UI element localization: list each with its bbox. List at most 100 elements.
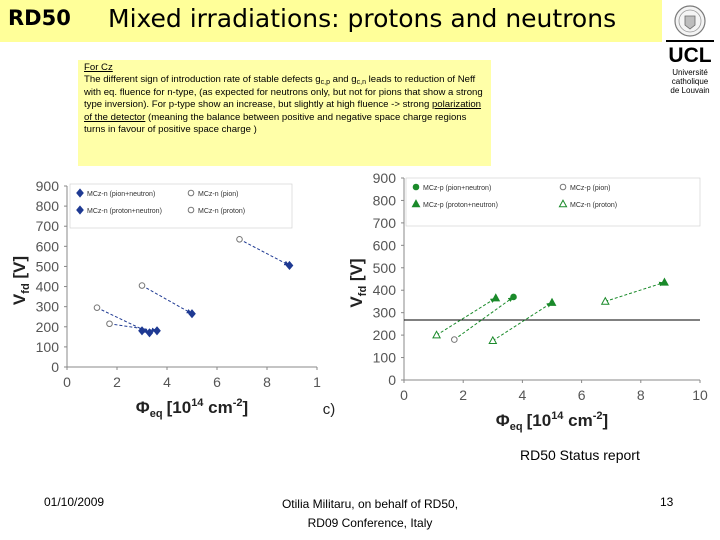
y-tick-label: 300 — [373, 305, 397, 321]
y-axis-title-sub: fd — [20, 283, 32, 293]
x-axis-title-xlabel_symbol: Φ — [496, 411, 510, 430]
footer-date: 01/10/2009 — [44, 495, 105, 509]
y-axis-title-main: V — [347, 296, 366, 308]
legend-label: MCz-n (pion+neutron) — [87, 191, 155, 198]
footer-author-line-2: RD09 Conference, Italy — [307, 516, 433, 530]
data-point — [138, 326, 146, 336]
y-tick-label: 100 — [373, 350, 397, 366]
y-tick-label: 700 — [373, 215, 397, 231]
legend: MCz-p (pion+neutron) MCz-p (pion) MCz-p (p… — [405, 177, 701, 227]
y-tick-label: 700 — [36, 218, 60, 234]
x-tick-label: 0 — [63, 374, 71, 390]
data-point — [510, 293, 517, 301]
legend: MCz-n (pion+neutron) MCz-n (pion) MCz-n (p… — [69, 183, 293, 229]
data-point — [451, 336, 458, 343]
y-tick-label: 100 — [36, 339, 60, 355]
footer-author: Otilia Militaru, on behalf of RD50, RD09… — [200, 495, 540, 533]
y-tick-label: 500 — [36, 258, 60, 274]
trend-arrow — [436, 297, 497, 336]
note-underlined: polarization of the detector — [84, 99, 482, 123]
x-axis-title-xlabel_sub: eq — [510, 421, 523, 433]
legend-marker — [412, 183, 420, 191]
x-tick-label: 1 — [313, 374, 321, 390]
x-tick-label: 4 — [163, 374, 171, 390]
logo-sub-1: Université — [672, 68, 708, 77]
data-point — [188, 309, 196, 319]
y-tick-label: 300 — [36, 299, 60, 315]
page-number: 13 — [660, 495, 674, 509]
logo-ucl-text: UCL — [668, 44, 711, 67]
data-point — [153, 326, 161, 336]
data-point — [547, 297, 557, 306]
x-tick-label: 4 — [519, 387, 527, 403]
x-axis-title-xlabel_unit_pre: [10 — [167, 398, 192, 417]
legend-label: MCz-n (proton) — [198, 208, 245, 215]
note-text-2: and g — [329, 74, 357, 86]
data-point — [488, 335, 498, 345]
legend-marker — [558, 199, 568, 208]
y-tick-label: 200 — [373, 327, 397, 343]
logo-sub-2: catholique — [672, 77, 709, 86]
note-text-4: (meaning the balance between positive an… — [84, 111, 467, 136]
chart-panel-2: 0 100 200 300 400 500 600 700 800 900 0 2 4 6 8 10 Vfd [… — [347, 170, 708, 433]
x-tick-label: 2 — [459, 387, 467, 403]
y-tick-label: 600 — [36, 238, 60, 254]
y-tick-label: 400 — [36, 279, 60, 295]
x-axis-title-xlabel_unit_mid: cm — [563, 411, 592, 430]
y-tick-label: 800 — [373, 192, 397, 208]
x-tick-label: 10 — [692, 387, 708, 403]
y-axis-title-sub: fd — [357, 286, 369, 296]
footer-author-line-1: Otilia Militaru, on behalf of RD50, — [281, 497, 459, 511]
x-tick-label: 0 — [400, 387, 408, 403]
y-tick-label: 600 — [373, 237, 397, 253]
ucl-logo: UCL Université catholique de Louvain — [666, 5, 714, 95]
legend-marker — [411, 199, 421, 208]
legend-label: MCz-n (proton+neutron) — [87, 208, 162, 215]
note-g-sub-2: c,n — [356, 79, 366, 87]
trend-arrow — [141, 285, 193, 315]
seal-icon — [674, 5, 706, 37]
y-tick-label: 900 — [373, 170, 397, 186]
x-axis-title-xlabel_unit_pre: [10 — [527, 411, 552, 430]
y-axis-title-main: V — [10, 293, 29, 305]
explanation-note: For Cz The different sign of introductio… — [78, 60, 491, 166]
x-axis-title-xlabel_unit_mid: cm — [203, 398, 232, 417]
x-tick-label: 2 — [113, 374, 121, 390]
data-point — [491, 293, 501, 302]
x-tick-label: 6 — [578, 387, 586, 403]
x-axis-title-xlabel_exp2: -2 — [593, 410, 603, 422]
legend-box — [69, 183, 293, 229]
legend-label: MCz-p (pion+neutron) — [423, 185, 491, 192]
logo-sub-3: de Louvain — [670, 86, 709, 95]
legend-marker — [187, 189, 195, 197]
trend-arrow — [492, 302, 553, 342]
slide-title: Mixed irradiations: protons and neutrons — [108, 4, 617, 33]
x-axis-title-xlabel_exp1: 14 — [551, 410, 564, 422]
panel-label: c) — [323, 401, 336, 418]
legend-label: MCz-n (pion) — [198, 191, 238, 198]
x-axis-title: Φeq [1014 cm-2] — [136, 397, 248, 420]
x-axis-title-xlabel_unit_post: ] — [243, 398, 249, 417]
x-axis-title-xlabel_sub: eq — [150, 408, 163, 420]
x-axis-title-xlabel_exp2: -2 — [233, 397, 243, 409]
x-axis-title-xlabel_symbol: Φ — [136, 398, 150, 417]
legend-label: MCz-n (proton) — [570, 202, 617, 209]
chart-panel-1: 0 100 200 300 400 500 600 700 800 900 0 2 4 6 8 1 Vfd [V… — [10, 178, 335, 420]
data-point — [93, 304, 101, 311]
y-axis-title-unit: [V] — [10, 256, 29, 283]
trend-arrow — [605, 281, 665, 302]
legend-marker — [559, 183, 567, 191]
note-heading: For Cz — [84, 62, 113, 73]
x-axis-title-xlabel_unit_post: ] — [603, 411, 609, 430]
note-g-sub-1: c,p — [320, 79, 330, 87]
x-tick-label: 8 — [637, 387, 645, 403]
legend-marker — [76, 205, 84, 215]
trend-arrow — [454, 296, 514, 341]
y-axis-title-unit: [V] — [347, 258, 366, 285]
data-point — [236, 235, 243, 243]
y-axis-title: Vfd [V] — [10, 256, 32, 305]
y-tick-label: 0 — [388, 372, 396, 388]
legend-marker — [76, 188, 84, 198]
legend-marker — [187, 206, 195, 214]
